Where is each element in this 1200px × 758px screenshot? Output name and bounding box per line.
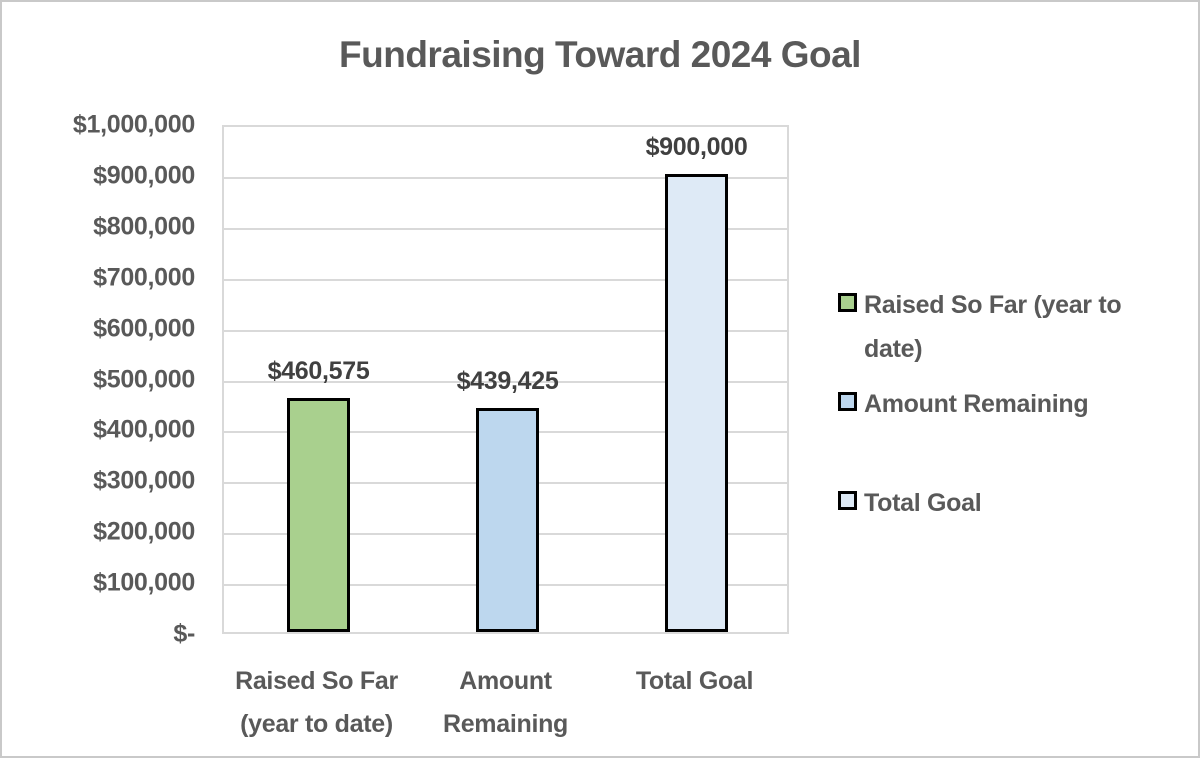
bar-3 [665, 174, 728, 632]
x-tick-line: (year to date) [240, 710, 393, 738]
gridline [224, 380, 787, 383]
bar-data-label: $439,425 [456, 367, 559, 395]
legend-label: Raised So Far (year to date) [864, 291, 1122, 363]
y-tick-label: $500,000 [93, 365, 195, 393]
x-tick-line: Amount [459, 667, 552, 695]
x-tick-line: Raised So Far [235, 667, 398, 695]
y-tick-label: $100,000 [93, 568, 195, 597]
y-tick-label: $400,000 [93, 415, 195, 444]
y-tick-label: $600,000 [93, 314, 195, 343]
legend-item-total-goal: Total Goal [838, 481, 1176, 525]
x-tick-label: Raised So Far (year to date) [197, 660, 437, 746]
y-tick-label: $1,000,000 [72, 110, 195, 139]
x-tick-label: Amount Remaining [386, 660, 626, 746]
legend-label: Total Goal [864, 489, 982, 517]
bar-data-label: $900,000 [645, 133, 748, 161]
bar-1 [287, 398, 350, 632]
y-tick-label: $800,000 [93, 212, 195, 241]
legend-swatch-total-goal [838, 491, 857, 510]
y-tick-label: $700,000 [93, 263, 195, 292]
plot-area: $460,575 $439,425 $900,000 [222, 125, 789, 634]
y-tick-label: $200,000 [93, 517, 195, 546]
legend-swatch-amount-remaining [838, 392, 857, 411]
legend-item-raised-so-far: Raised So Far (year to date) [838, 283, 1176, 371]
x-tick-line: Remaining [442, 710, 569, 738]
y-tick-label: $- [173, 619, 195, 648]
legend-label: Amount Remaining [864, 390, 1089, 418]
legend-swatch-raised-so-far [838, 293, 857, 312]
x-tick-line: Total Goal [635, 667, 754, 695]
bar-2 [476, 408, 539, 632]
bar-data-label: $460,575 [267, 357, 370, 385]
legend-item-amount-remaining: Amount Remaining [838, 382, 1176, 426]
chart-title: Fundraising Toward 2024 Goal [339, 34, 861, 75]
gridline [224, 329, 787, 332]
gridline [224, 176, 787, 179]
y-tick-label: $900,000 [93, 161, 195, 190]
x-tick-label: Total Goal [575, 660, 815, 703]
gridline [224, 278, 787, 281]
gridline [224, 227, 787, 230]
y-tick-label: $300,000 [93, 466, 195, 495]
